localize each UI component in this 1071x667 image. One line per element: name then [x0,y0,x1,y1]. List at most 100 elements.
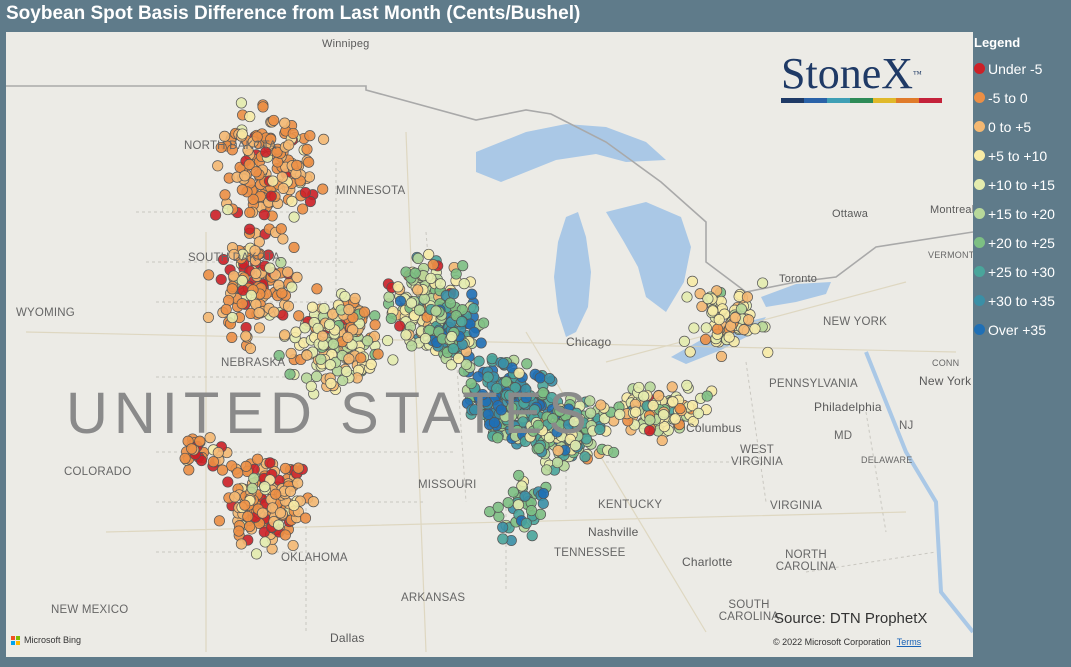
elevator-point[interactable] [236,298,248,310]
elevator-point[interactable] [243,158,255,171]
elevator-point[interactable] [382,335,394,347]
elevator-point[interactable] [579,451,591,463]
elevator-point[interactable] [259,536,271,548]
elevator-point[interactable] [469,404,481,416]
elevator-point[interactable] [701,390,713,402]
elevator-point[interactable] [392,281,404,293]
elevator-point[interactable] [488,417,500,429]
elevator-point[interactable] [236,184,248,196]
elevator-point[interactable] [212,160,224,172]
elevator-point[interactable] [258,209,270,221]
elevator-point[interactable] [222,204,234,216]
elevator-point[interactable] [299,512,312,524]
elevator-point[interactable] [216,464,229,476]
terms-link[interactable]: Terms [896,637,922,647]
elevator-point[interactable] [268,114,280,126]
elevator-point[interactable] [325,377,337,389]
legend-item[interactable]: +30 to +35 [974,286,1055,315]
elevator-point[interactable] [246,482,258,494]
elevator-point[interactable] [445,359,457,371]
elevator-point[interactable] [681,291,693,303]
elevator-point[interactable] [244,223,256,235]
elevator-point[interactable] [215,141,227,154]
elevator-point[interactable] [264,262,276,274]
elevator-point[interactable] [584,395,596,407]
elevator-point[interactable] [686,275,698,287]
elevator-point[interactable] [343,304,355,316]
elevator-point[interactable] [215,273,227,286]
elevator-point[interactable] [233,525,245,537]
elevator-point[interactable] [666,381,678,393]
elevator-point[interactable] [475,337,487,349]
elevator-point[interactable] [369,319,381,331]
elevator-point[interactable] [292,477,304,489]
elevator-point[interactable] [226,283,238,295]
elevator-point[interactable] [236,128,248,140]
elevator-point[interactable] [307,496,319,508]
elevator-point[interactable] [519,490,531,502]
elevator-point[interactable] [279,117,291,129]
elevator-point[interactable] [692,407,704,419]
elevator-point[interactable] [509,382,521,394]
elevator-point[interactable] [283,139,295,151]
elevator-point[interactable] [385,312,397,324]
elevator-point[interactable] [301,349,313,361]
elevator-point[interactable] [468,303,480,315]
elevator-point[interactable] [413,304,426,316]
elevator-point[interactable] [608,446,620,458]
elevator-point[interactable] [267,175,279,187]
elevator-point[interactable] [460,358,472,371]
elevator-point[interactable] [484,506,496,518]
elevator-point[interactable] [304,130,316,142]
elevator-point[interactable] [207,456,219,468]
elevator-point[interactable] [700,322,712,334]
elevator-point[interactable] [696,300,708,313]
elevator-point[interactable] [507,486,519,498]
elevator-point[interactable] [186,443,198,455]
elevator-point[interactable] [273,519,285,531]
elevator-point[interactable] [546,392,558,404]
elevator-point[interactable] [412,252,424,264]
elevator-point[interactable] [543,432,555,444]
elevator-point[interactable] [425,272,437,284]
elevator-point[interactable] [291,271,303,283]
elevator-point[interactable] [253,322,266,334]
elevator-point[interactable] [286,281,298,293]
elevator-point[interactable] [285,347,297,359]
elevator-point[interactable] [684,346,696,358]
elevator-point[interactable] [447,343,459,355]
elevator-point[interactable] [220,303,232,316]
elevator-point[interactable] [318,302,330,315]
elevator-point[interactable] [516,480,528,492]
elevator-point[interactable] [406,340,418,352]
elevator-point[interactable] [707,305,719,317]
elevator-point[interactable] [301,143,313,155]
elevator-point[interactable] [226,144,238,156]
elevator-point[interactable] [299,187,311,199]
elevator-point[interactable] [482,408,494,420]
elevator-point[interactable] [394,320,406,332]
elevator-point[interactable] [259,481,271,493]
elevator-point[interactable] [257,101,269,113]
elevator-point[interactable] [219,130,231,142]
elevator-point[interactable] [434,278,446,290]
elevator-point[interactable] [647,399,659,412]
elevator-point[interactable] [349,292,361,304]
elevator-point[interactable] [293,310,305,322]
elevator-point[interactable] [452,352,465,364]
legend-item[interactable]: -5 to 0 [974,83,1055,112]
elevator-point[interactable] [287,127,299,140]
elevator-point[interactable] [537,497,549,510]
elevator-point[interactable] [248,472,260,484]
elevator-point[interactable] [228,248,240,261]
elevator-point[interactable] [614,408,626,420]
legend-item[interactable]: +20 to +25 [974,228,1055,257]
elevator-point[interactable] [497,357,509,369]
elevator-point[interactable] [277,182,289,194]
elevator-point[interactable] [276,287,288,299]
elevator-point[interactable] [656,434,668,447]
elevator-point[interactable] [653,390,665,402]
elevator-point[interactable] [260,146,272,158]
elevator-point[interactable] [286,195,298,207]
elevator-point[interactable] [235,97,247,109]
